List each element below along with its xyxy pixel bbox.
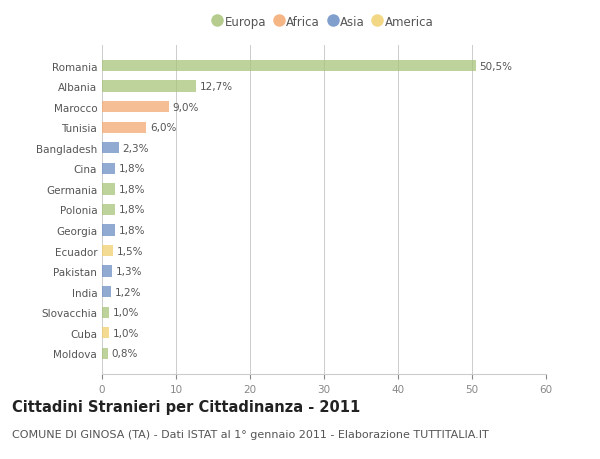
Text: 1,8%: 1,8% — [119, 185, 146, 195]
Bar — [102, 61, 476, 72]
Text: 1,3%: 1,3% — [115, 267, 142, 276]
Text: 12,7%: 12,7% — [200, 82, 233, 92]
Bar — [102, 246, 113, 257]
Text: 1,8%: 1,8% — [119, 164, 146, 174]
Text: 1,0%: 1,0% — [113, 328, 139, 338]
Text: 1,0%: 1,0% — [113, 308, 139, 318]
Bar — [102, 81, 196, 93]
Bar — [102, 307, 109, 318]
Legend: Europa, Africa, Asia, America: Europa, Africa, Asia, America — [214, 16, 434, 28]
Bar — [102, 184, 115, 195]
Text: 1,2%: 1,2% — [115, 287, 141, 297]
Text: Cittadini Stranieri per Cittadinanza - 2011: Cittadini Stranieri per Cittadinanza - 2… — [12, 399, 360, 414]
Bar — [102, 102, 169, 113]
Text: COMUNE DI GINOSA (TA) - Dati ISTAT al 1° gennaio 2011 - Elaborazione TUTTITALIA.: COMUNE DI GINOSA (TA) - Dati ISTAT al 1°… — [12, 429, 489, 439]
Text: 1,8%: 1,8% — [119, 205, 146, 215]
Bar — [102, 266, 112, 277]
Bar — [102, 163, 115, 174]
Text: 2,3%: 2,3% — [123, 144, 149, 153]
Bar — [102, 143, 119, 154]
Text: 6,0%: 6,0% — [150, 123, 176, 133]
Text: 0,8%: 0,8% — [112, 348, 138, 358]
Bar — [102, 327, 109, 339]
Bar — [102, 286, 111, 297]
Text: 50,5%: 50,5% — [479, 62, 512, 72]
Text: 1,8%: 1,8% — [119, 225, 146, 235]
Text: 9,0%: 9,0% — [172, 102, 199, 112]
Text: 1,5%: 1,5% — [117, 246, 143, 256]
Bar — [102, 204, 115, 216]
Bar — [102, 225, 115, 236]
Bar — [102, 348, 108, 359]
Bar — [102, 123, 146, 134]
